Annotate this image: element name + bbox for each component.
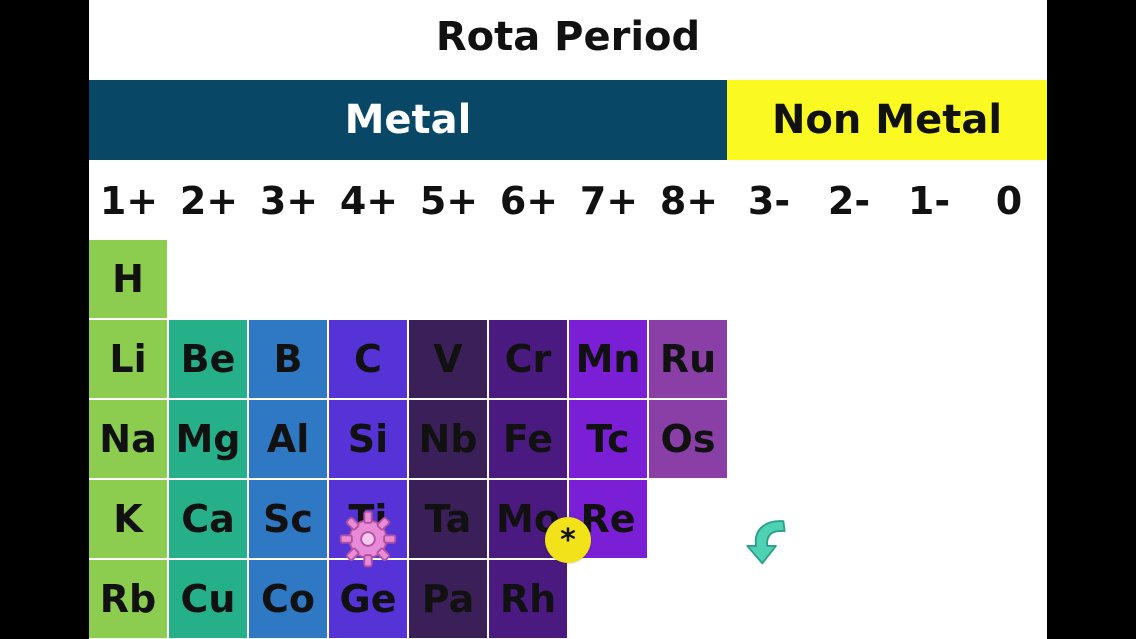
element-tile[interactable]: Ca [169,480,247,558]
charge-label: 7+ [579,179,639,223]
element-tile[interactable]: Li [89,320,167,398]
element-tile[interactable]: Os [649,400,727,478]
element-tile[interactable]: V [409,320,487,398]
page-title: Rota Period [435,14,701,60]
charge-label: 0 [995,179,1023,223]
element-tile[interactable]: K [89,480,167,558]
game-stage: Rota Period Metal Non Metal 1+ 2+ 3+ 4+ … [89,0,1047,639]
charge-label: 3- [747,179,791,223]
charge-label: 8+ [659,179,719,223]
element-tile[interactable]: Pa [409,560,487,638]
element-tile[interactable]: Al [249,400,327,478]
element-tile[interactable]: Tc [569,400,647,478]
element-tile[interactable]: Ta [409,480,487,558]
gear-icon[interactable] [337,508,399,570]
element-tile[interactable]: Mg [169,400,247,478]
charge-label: 1- [907,179,951,223]
charge-label: 5+ [419,179,479,223]
element-tile[interactable]: Si [329,400,407,478]
element-tile[interactable]: Rh [489,560,567,638]
charge-label: 1+ [99,179,159,223]
element-tile[interactable]: Ru [649,320,727,398]
element-tile[interactable]: Rb [89,560,167,638]
element-tile[interactable]: Nb [409,400,487,478]
metal-band: Metal [89,80,727,160]
star-badge-icon[interactable]: * [545,517,591,563]
element-tile[interactable]: Fe [489,400,567,478]
rotate-back-arrow-icon[interactable] [735,510,797,572]
element-tile[interactable]: Cu [169,560,247,638]
element-tile[interactable]: Cr [489,320,567,398]
element-tile[interactable]: Co [249,560,327,638]
element-tile[interactable]: C [329,320,407,398]
element-tile[interactable]: Be [169,320,247,398]
charge-label: 6+ [499,179,559,223]
element-tile[interactable]: Sc [249,480,327,558]
element-tile[interactable]: Mn [569,320,647,398]
element-tile[interactable]: B [249,320,327,398]
charge-label: 2- [827,179,871,223]
element-tile[interactable]: Ge [329,560,407,638]
element-tile[interactable]: Na [89,400,167,478]
charge-label: 2+ [179,179,239,223]
non-metal-band: Non Metal [727,80,1047,160]
charge-label: 3+ [259,179,319,223]
element-tile[interactable]: H [89,240,167,318]
charge-label: 4+ [339,179,399,223]
